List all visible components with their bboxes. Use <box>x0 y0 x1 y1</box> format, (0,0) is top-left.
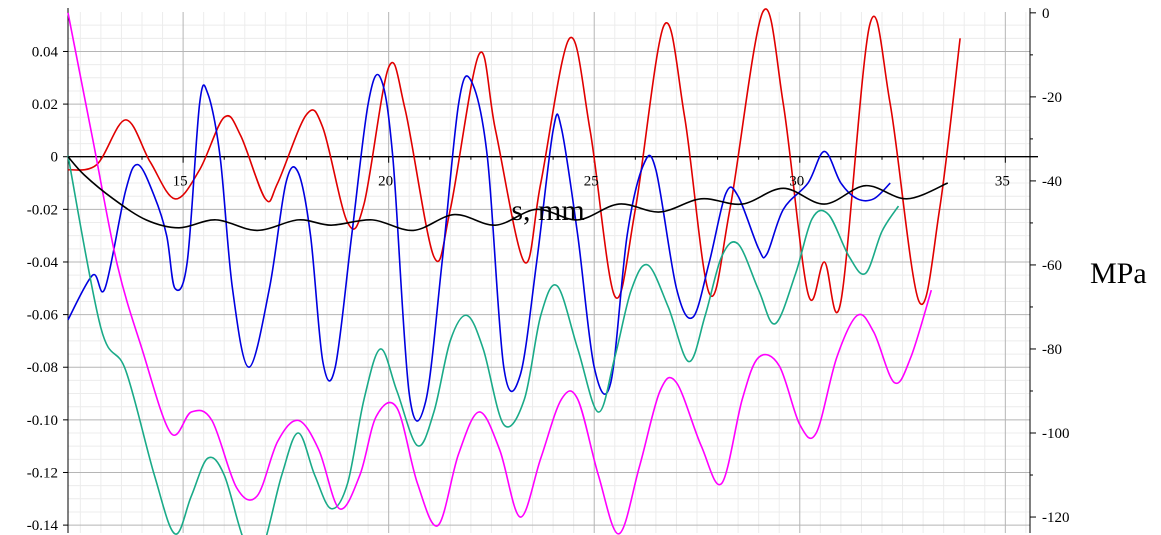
x-axis-label: s, mm <box>511 194 584 227</box>
x-tick-label: 20 <box>378 174 393 190</box>
y-left-tick-label: -0.08 <box>27 360 58 376</box>
series-group <box>67 8 961 535</box>
y-left-tick-label: -0.06 <box>27 308 59 324</box>
y-right-tick-label: -80 <box>1042 342 1062 358</box>
series-teal-line <box>67 155 900 535</box>
y-left-tick-label: 0.02 <box>32 97 58 113</box>
series-red-line <box>67 8 961 314</box>
x-tick-label: 30 <box>789 174 804 190</box>
axes <box>63 8 1038 533</box>
right-axis-label: MPa <box>1090 257 1147 290</box>
series-black-line <box>67 156 949 232</box>
y-right-tick-label: -40 <box>1042 174 1062 190</box>
y-left-tick-label: -0.12 <box>27 465 58 481</box>
grid-major <box>68 12 1030 533</box>
y-left-tick-label: 0.04 <box>32 44 59 60</box>
y-right-tick-label: -20 <box>1042 90 1062 106</box>
y-left-tick-label: -0.14 <box>27 518 59 534</box>
y-right-tick-label: -120 <box>1042 510 1070 526</box>
grid-minor <box>68 12 1030 533</box>
y-left-tick-label: -0.02 <box>27 202 58 218</box>
y-left-tick-label: -0.10 <box>27 413 58 429</box>
y-right-tick-label: -60 <box>1042 258 1062 274</box>
y-right-tick-label: -100 <box>1042 426 1070 442</box>
series-magenta-line <box>67 12 933 535</box>
tick-labels: 15 20 25 30 35 0.04 0.02 0 -0.02 -0.04 -0.06 -0.08 -… <box>27 6 1070 534</box>
y-left-tick-label: -0.04 <box>27 255 59 271</box>
x-tick-label: 25 <box>584 174 599 190</box>
series-blue-line <box>67 73 891 422</box>
y-left-tick-label: 0 <box>51 150 59 166</box>
x-tick-label: 35 <box>995 174 1010 190</box>
x-tick-label: 15 <box>173 174 188 190</box>
y-right-tick-label: 0 <box>1042 6 1050 22</box>
